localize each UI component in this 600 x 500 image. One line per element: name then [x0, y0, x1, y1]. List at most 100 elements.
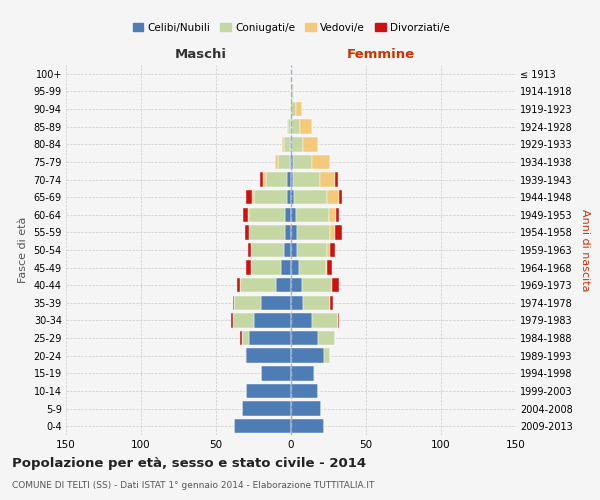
Bar: [314, 366, 315, 380]
Bar: [291, 137, 303, 152]
Bar: [330, 225, 335, 240]
Bar: [281, 260, 291, 275]
Bar: [337, 314, 339, 328]
Text: COMUNE DI TELTI (SS) - Dati ISTAT 1° gennaio 2014 - Elaborazione TUTTITALIA.IT: COMUNE DI TELTI (SS) - Dati ISTAT 1° gen…: [12, 481, 374, 490]
Bar: [291, 419, 324, 434]
Bar: [233, 314, 254, 328]
Bar: [320, 172, 335, 186]
Bar: [260, 172, 263, 186]
Y-axis label: Anni di nascita: Anni di nascita: [580, 209, 590, 291]
Bar: [254, 314, 291, 328]
Bar: [312, 154, 330, 169]
Bar: [284, 137, 290, 152]
Bar: [263, 172, 265, 186]
Bar: [246, 384, 291, 398]
Bar: [282, 137, 284, 152]
Bar: [293, 84, 294, 98]
Bar: [318, 331, 335, 345]
Bar: [327, 243, 330, 257]
Bar: [246, 260, 251, 275]
Bar: [285, 225, 291, 240]
Bar: [249, 208, 285, 222]
Bar: [331, 278, 339, 292]
Bar: [291, 384, 318, 398]
Bar: [291, 225, 297, 240]
Bar: [285, 208, 291, 222]
Bar: [261, 296, 291, 310]
Bar: [251, 243, 284, 257]
Bar: [335, 225, 342, 240]
Y-axis label: Fasce di età: Fasce di età: [18, 217, 28, 283]
Bar: [290, 102, 291, 117]
Bar: [300, 120, 312, 134]
Bar: [241, 402, 291, 416]
Bar: [249, 331, 291, 345]
Bar: [291, 190, 294, 204]
Bar: [290, 154, 291, 169]
Bar: [254, 190, 287, 204]
Bar: [339, 190, 342, 204]
Bar: [299, 260, 325, 275]
Bar: [246, 190, 252, 204]
Bar: [291, 172, 293, 186]
Bar: [249, 225, 285, 240]
Bar: [287, 172, 291, 186]
Bar: [303, 296, 330, 310]
Bar: [284, 243, 291, 257]
Bar: [291, 154, 293, 169]
Bar: [243, 208, 248, 222]
Text: Popolazione per età, sesso e stato civile - 2014: Popolazione per età, sesso e stato civil…: [12, 458, 366, 470]
Bar: [291, 102, 296, 117]
Bar: [245, 348, 246, 363]
Bar: [325, 260, 327, 275]
Bar: [291, 402, 321, 416]
Bar: [288, 120, 291, 134]
Bar: [330, 243, 335, 257]
Bar: [291, 348, 324, 363]
Bar: [297, 225, 330, 240]
Bar: [297, 243, 327, 257]
Bar: [287, 190, 291, 204]
Bar: [293, 154, 312, 169]
Bar: [233, 296, 234, 310]
Bar: [327, 260, 331, 275]
Bar: [330, 296, 333, 310]
Bar: [291, 278, 302, 292]
Bar: [291, 243, 297, 257]
Bar: [291, 331, 318, 345]
Bar: [291, 314, 312, 328]
Bar: [291, 120, 300, 134]
Bar: [302, 278, 331, 292]
Bar: [291, 208, 296, 222]
Bar: [237, 278, 240, 292]
Bar: [291, 296, 303, 310]
Bar: [261, 366, 291, 380]
Bar: [248, 243, 251, 257]
Bar: [291, 260, 299, 275]
Bar: [303, 137, 318, 152]
Bar: [327, 190, 339, 204]
Bar: [329, 208, 336, 222]
Bar: [240, 331, 241, 345]
Bar: [234, 419, 291, 434]
Bar: [293, 172, 320, 186]
Bar: [336, 208, 339, 222]
Bar: [335, 172, 337, 186]
Bar: [275, 154, 277, 169]
Text: Maschi: Maschi: [175, 48, 227, 62]
Bar: [277, 154, 290, 169]
Bar: [291, 84, 293, 98]
Bar: [241, 331, 249, 345]
Bar: [294, 190, 327, 204]
Bar: [240, 278, 276, 292]
Bar: [287, 120, 288, 134]
Bar: [296, 102, 302, 117]
Bar: [231, 314, 233, 328]
Bar: [246, 348, 291, 363]
Bar: [276, 278, 291, 292]
Bar: [248, 208, 249, 222]
Bar: [296, 208, 329, 222]
Bar: [251, 260, 281, 275]
Bar: [291, 366, 314, 380]
Bar: [245, 225, 249, 240]
